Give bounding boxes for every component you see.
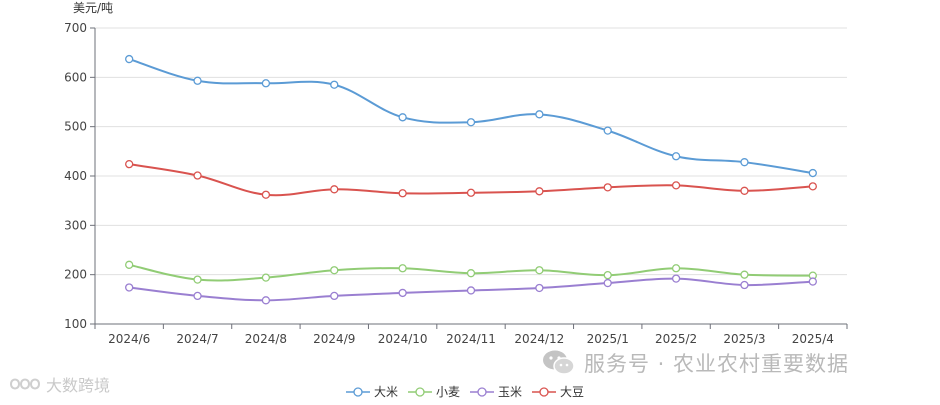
data-point[interactable] (330, 185, 339, 194)
data-point[interactable] (466, 286, 476, 295)
series-小麦 (125, 260, 817, 284)
legend-label: 大豆 (560, 385, 584, 399)
data-point[interactable] (261, 190, 271, 199)
data-point[interactable] (330, 80, 339, 89)
x-tick-label: 2025/4 (792, 332, 834, 346)
data-point[interactable] (330, 291, 339, 301)
legend-label: 小麦 (436, 385, 460, 399)
x-tick-label: 2024/12 (514, 332, 564, 346)
data-point[interactable] (193, 275, 202, 284)
data-point[interactable] (808, 182, 817, 191)
data-point[interactable] (671, 152, 681, 161)
legend-label: 大米 (374, 385, 398, 399)
data-point[interactable] (808, 277, 817, 286)
legend-marker (539, 387, 549, 397)
y-tick-label: 200 (64, 268, 87, 282)
data-point[interactable] (193, 291, 202, 301)
data-point[interactable] (603, 183, 612, 192)
series-大米 (125, 54, 817, 178)
data-point[interactable] (261, 296, 271, 305)
data-point[interactable] (466, 269, 476, 278)
grid-lines (95, 27, 847, 276)
watermark-wechat-text: 服务号 · 农业农村重要数据 (584, 352, 850, 376)
data-point[interactable] (535, 187, 544, 196)
legend-item[interactable]: 玉米 (470, 385, 522, 399)
data-point[interactable] (125, 283, 134, 292)
legend-item[interactable]: 大米 (346, 385, 398, 399)
y-unit-label: 美元/吨 (73, 1, 113, 15)
data-point[interactable] (398, 113, 407, 122)
axes: 100 200 300 400 500 600 700 美元/吨 2024/6 2024/7 202… (64, 1, 848, 346)
x-tick-label: 2024/11 (446, 332, 496, 346)
data-point[interactable] (125, 260, 134, 269)
legend[interactable]: 大米 小麦 玉米 大豆 (346, 385, 584, 399)
x-tick-label: 2025/1 (587, 332, 629, 346)
watermark-brand-text: 大数跨境 (46, 376, 111, 395)
data-point[interactable] (740, 158, 749, 167)
legend-label: 玉米 (498, 385, 522, 399)
data-point[interactable] (398, 189, 407, 198)
wechat-icon (543, 350, 575, 375)
logo-icon (9, 378, 41, 390)
y-tick-label: 500 (64, 120, 87, 134)
watermark-brand: 大数跨境 (8, 372, 110, 396)
series-玉米 (125, 274, 817, 305)
y-tick-label: 400 (64, 169, 87, 183)
y-tick-label: 100 (64, 317, 87, 331)
series-line (128, 58, 813, 175)
data-point[interactable] (740, 186, 749, 195)
data-point[interactable] (603, 271, 612, 280)
data-point[interactable] (603, 126, 612, 135)
y-tick-label: 600 (64, 70, 87, 84)
x-tick-label: 2024/7 (176, 332, 218, 346)
data-point[interactable] (808, 168, 817, 178)
data-point[interactable] (603, 278, 612, 288)
x-tick-label: 2024/9 (313, 332, 355, 346)
data-point[interactable] (740, 270, 749, 279)
data-point[interactable] (535, 266, 544, 275)
data-point[interactable] (125, 54, 134, 64)
data-point[interactable] (466, 188, 476, 197)
data-point[interactable] (466, 118, 476, 127)
data-point[interactable] (330, 266, 339, 275)
data-point[interactable] (193, 76, 202, 85)
legend-marker (477, 387, 487, 397)
x-tick-label: 2025/2 (655, 332, 697, 346)
series-lines (125, 54, 817, 305)
x-tick-label: 2025/3 (723, 332, 765, 346)
series-大豆 (125, 160, 817, 199)
data-point[interactable] (740, 280, 749, 290)
x-tick-label: 2024/8 (245, 332, 287, 346)
y-tick-label: 700 (64, 21, 87, 35)
legend-marker (353, 387, 363, 397)
data-point[interactable] (671, 181, 681, 190)
data-point[interactable] (535, 283, 544, 293)
data-point[interactable] (671, 264, 681, 273)
data-point[interactable] (261, 273, 271, 282)
x-tick-label: 2024/10 (378, 332, 428, 346)
data-point[interactable] (125, 160, 134, 169)
data-point[interactable] (398, 288, 407, 298)
legend-item[interactable]: 大豆 (532, 385, 584, 399)
data-point[interactable] (671, 274, 681, 283)
legend-marker (415, 387, 425, 397)
data-point[interactable] (261, 79, 271, 88)
watermark-wechat: 服务号 · 农业农村重要数据 (542, 348, 849, 378)
data-point[interactable] (193, 171, 202, 180)
legend-item[interactable]: 小麦 (408, 385, 460, 399)
data-point[interactable] (398, 264, 407, 273)
y-tick-label: 300 (64, 218, 87, 232)
x-tick-label: 2024/6 (108, 332, 150, 346)
data-point[interactable] (535, 110, 544, 119)
